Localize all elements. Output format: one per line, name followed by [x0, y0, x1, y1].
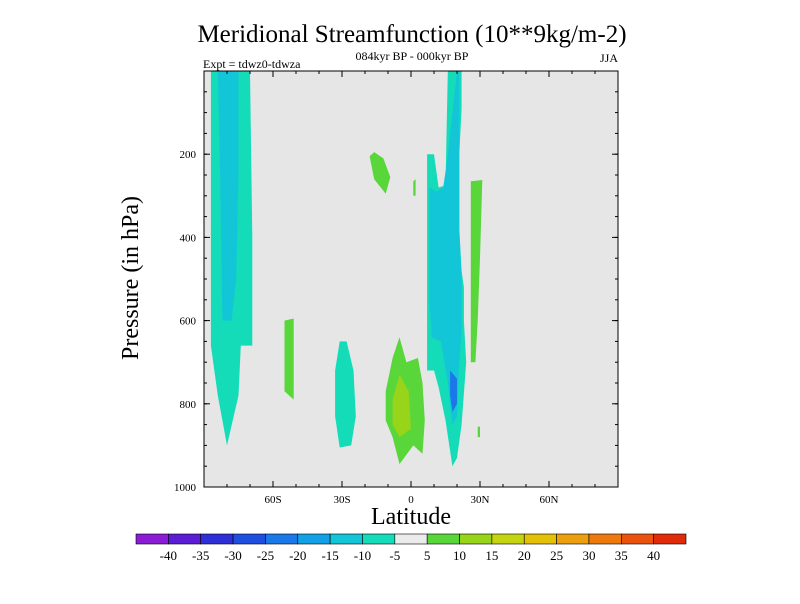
colorbar-label: 20: [518, 548, 531, 563]
colorbar-label: 5: [424, 548, 431, 563]
contour-region-southern-tropic-upper-positive: [369, 152, 391, 194]
contour-region-north-subtropic-positive: [470, 180, 483, 363]
experiment-label: Expt = tdwz0-tdwza: [203, 57, 301, 71]
colorbar-label: -25: [257, 548, 274, 563]
contour-region-northern-tropic-deep-core: [450, 370, 457, 413]
colorbar-label: -35: [192, 548, 209, 563]
x-tick-label: 30S: [333, 494, 350, 506]
y-axis-label: Pressure (in hPa): [118, 196, 144, 360]
contour-region-northern-tropic-core: [429, 71, 462, 425]
colorbar-swatch: [362, 533, 396, 545]
colorbar-swatch: [297, 533, 331, 545]
colorbar-swatch: [394, 533, 428, 545]
x-axis-label: Latitude: [371, 504, 451, 530]
colorbar-swatch: [200, 533, 234, 545]
colorbar-swatch: [491, 533, 525, 545]
contour-region-south-subtropic-negative: [335, 341, 356, 448]
contour-region-north-subtropic-small-positive: [477, 426, 480, 438]
colorbar-label: 30: [582, 548, 595, 563]
x-tick-label: 60N: [540, 494, 559, 506]
y-tick-label: 800: [180, 399, 197, 411]
axis-ticks: 60S 30S 0 30N 60N 200 400 600 800 1000: [174, 71, 618, 506]
contour-fill-layer: [210, 71, 483, 467]
colorbar-swatch: [426, 533, 460, 545]
colorbar-label: -40: [160, 548, 177, 563]
colorbar-swatch: [459, 533, 493, 545]
colorbar-swatch: [265, 533, 299, 545]
colorbar-swatch: [588, 533, 622, 545]
season-label: JJA: [600, 51, 618, 65]
colorbar-label: -15: [321, 548, 338, 563]
x-tick-label: 0: [408, 494, 414, 506]
y-tick-label: 400: [180, 232, 197, 244]
colorbar-swatch: [168, 533, 202, 545]
colorbar-swatch: [556, 533, 590, 545]
colorbar-swatch: [232, 533, 266, 545]
colorbar-label: -20: [289, 548, 306, 563]
plot-area: 60S 30S 0 30N 60N 200 400 600 800 1000: [174, 70, 619, 506]
colorbar-label: 25: [550, 548, 563, 563]
colorbar-swatch: [135, 533, 169, 545]
chart-title: Meridional Streamfunction (10**9kg/m-2): [197, 21, 626, 48]
colorbar-label: 40: [647, 548, 660, 563]
y-tick-label: 200: [180, 149, 197, 161]
colorbar: -40 -35 -30 -25 -20 -15 -10 -5 5 10 15 20 25 30 35 40: [135, 533, 687, 563]
colorbar-label: -30: [224, 548, 241, 563]
contour-region-south-mid-lat-positive: [284, 318, 294, 400]
colorbar-swatch: [329, 533, 363, 545]
colorbar-label: 15: [485, 548, 498, 563]
contour-region-southern-tropic-lower-core: [392, 374, 411, 438]
colorbar-swatch: [653, 533, 687, 545]
contour-region-sh-high-lat-narrow: [224, 71, 232, 138]
colorbar-swatch: [620, 533, 654, 545]
colorbar-label: -5: [389, 548, 400, 563]
colorbar-swatch: [523, 533, 557, 545]
contour-region-sh-high-lat-core: [217, 71, 239, 321]
colorbar-label: 35: [615, 548, 628, 563]
x-tick-label: 30N: [471, 494, 490, 506]
y-tick-label: 600: [180, 316, 197, 328]
chart-subtitle: 084kyr BP - 000kyr BP: [356, 49, 469, 63]
y-tick-label: 1000: [174, 482, 197, 494]
colorbar-label: 10: [453, 548, 466, 563]
colorbar-label: -10: [354, 548, 371, 563]
contour-region-equator-upper-positive: [413, 179, 416, 196]
x-tick-label: 60S: [264, 494, 281, 506]
